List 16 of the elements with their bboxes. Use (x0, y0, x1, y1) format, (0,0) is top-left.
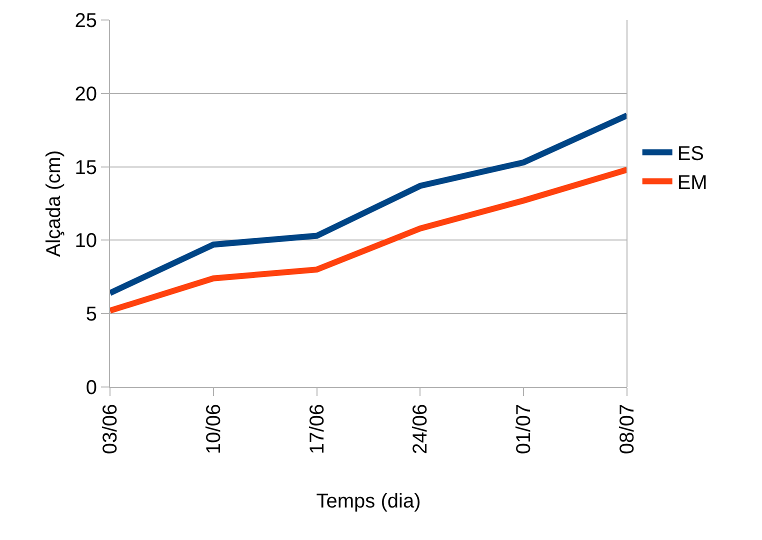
y-tick-label: 20 (74, 83, 97, 106)
y-axis-title: Alçada (cm) (43, 150, 65, 257)
x-tick-label: 17/06 (306, 404, 328, 454)
legend-label: ES (677, 143, 704, 166)
x-tick-label: 24/06 (410, 404, 432, 454)
x-tick-label: 01/07 (513, 404, 536, 454)
x-tick-label: 08/07 (616, 404, 638, 454)
x-tick-label: 03/06 (100, 404, 122, 454)
y-tick-label: 10 (74, 230, 97, 252)
y-tick-label: 5 (86, 304, 97, 326)
x-tick-label: 10/06 (202, 404, 225, 454)
y-tick-label: 15 (74, 156, 97, 179)
x-axis-title: Temps (dia) (316, 490, 421, 513)
y-tick-label: 25 (74, 10, 97, 32)
legend-label: EM (677, 172, 708, 194)
y-tick-label: 0 (86, 377, 97, 399)
